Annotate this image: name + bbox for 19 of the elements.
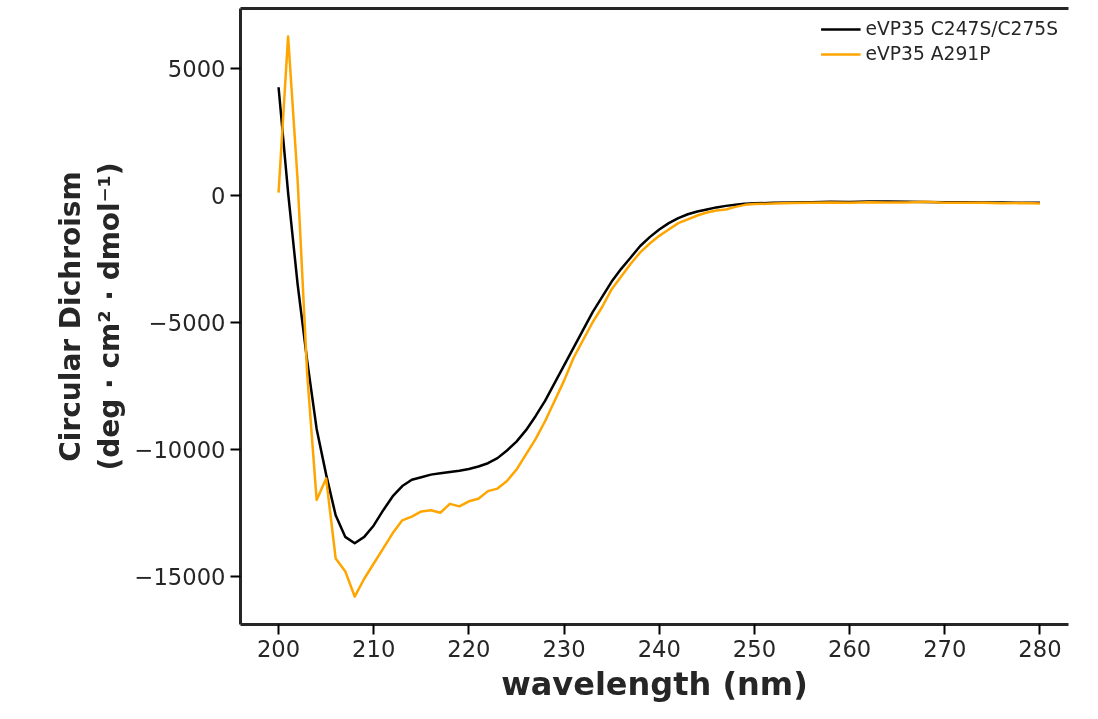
y-axis-title: Circular Dichroism (deg · cm² · dmol⁻¹) <box>53 162 127 471</box>
x-axis-title: wavelength (nm) <box>501 664 808 703</box>
y-tick-label: −10000 <box>134 436 226 463</box>
x-tick-label: 200 <box>256 635 301 662</box>
x-tick-label: 220 <box>447 635 491 662</box>
x-tick-label: 280 <box>1018 635 1062 662</box>
x-tick-label: 230 <box>542 635 586 662</box>
legend-label: eVP35 C247S/C275S <box>865 18 1058 39</box>
y-tick-label: −15000 <box>134 563 226 590</box>
y-tick-label: 5000 <box>167 55 226 82</box>
x-tick-label: 240 <box>637 635 681 662</box>
y-tick-label: 0 <box>211 182 226 209</box>
x-tick-label: 250 <box>732 635 777 662</box>
legend-label: eVP35 A291P <box>865 43 991 64</box>
y-tick-label: −5000 <box>148 309 226 336</box>
x-tick-label: 260 <box>827 635 872 662</box>
line-series <box>277 35 1042 598</box>
x-tick-label: 270 <box>923 635 967 662</box>
x-tick-label: 210 <box>352 635 396 662</box>
